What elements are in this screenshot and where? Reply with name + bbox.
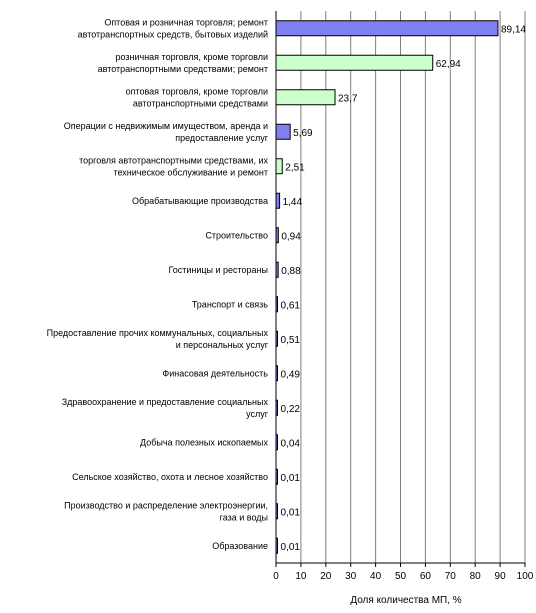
data-label: 2,51 [285,162,305,173]
data-label: 0,49 [281,369,301,380]
category-label: розничная торговля, кроме торговли автотр… [98,52,268,74]
x-tick-label: 90 [495,571,507,582]
x-tick-label: 0 [273,571,279,582]
x-tick-label: 30 [345,571,357,582]
data-label: 0,01 [281,507,301,518]
bar [275,89,336,106]
bar [275,158,283,175]
bars [275,20,499,554]
data-label: 0,61 [281,300,301,311]
data-label: 0,01 [281,473,301,484]
data-labels: 89,14 62,94 23,7 5,69 2,51 1,44 0,94 0,88 0,61 0,… [281,24,527,553]
data-label: 0,94 [281,231,301,242]
x-axis-title: Доля количества МП, % [350,595,461,606]
category-labels: Оптовая и розничная торговля; ремонт авто… [47,17,269,551]
data-label: 0,51 [281,335,301,346]
data-label: 0,04 [281,438,301,449]
category-label: Транспорт и связь [192,299,268,309]
data-label: 89,14 [501,24,526,35]
category-label: Здравоохранение и предоставление социаль… [62,397,269,419]
bar [275,54,434,71]
category-label: Добыча полезных ископаемых [140,437,268,447]
x-axis: 0 10 20 30 40 50 60 70 80 90 100 [273,11,534,582]
category-label: Образование [212,541,268,551]
bar [275,123,291,140]
category-label: Гостиницы и рестораны [168,265,268,275]
category-label: Строительство [205,230,268,240]
data-label: 0,01 [281,542,301,553]
x-tick-label: 80 [470,571,482,582]
category-label: Обрабатывающие производства [132,196,268,206]
x-tick-label: 50 [395,571,407,582]
x-tick-label: 70 [445,571,457,582]
category-label: Оптовая и розничная торговля; ремонт авто… [78,17,268,39]
bar [275,192,281,209]
data-label: 23,7 [338,93,358,104]
category-label: Производство и распределение электроэнер… [64,500,268,522]
category-label: торговля автотранспортными средствами, и… [79,155,268,177]
category-label: Предоставление прочих коммунальных, соци… [47,328,269,350]
x-tick-label: 40 [370,571,382,582]
bar [275,20,499,37]
data-label: 1,44 [283,197,303,208]
x-tick-label: 10 [295,571,307,582]
x-tick-label: 100 [517,571,534,582]
category-label: Финасовая деятельность [162,368,268,378]
x-tick-label: 60 [420,571,432,582]
data-label: 5,69 [293,128,313,139]
data-label: 0,22 [281,404,301,415]
data-label: 0,88 [281,266,301,277]
category-label: Операции с недвижимым имуществом, аренда… [64,121,269,143]
category-label: оптовая торговля, кроме торговли автотран… [126,86,268,108]
data-label: 62,94 [436,59,461,70]
category-label: Сельское хозяйство, охота и лесное хозяй… [72,472,268,482]
x-tick-label: 20 [320,571,332,582]
